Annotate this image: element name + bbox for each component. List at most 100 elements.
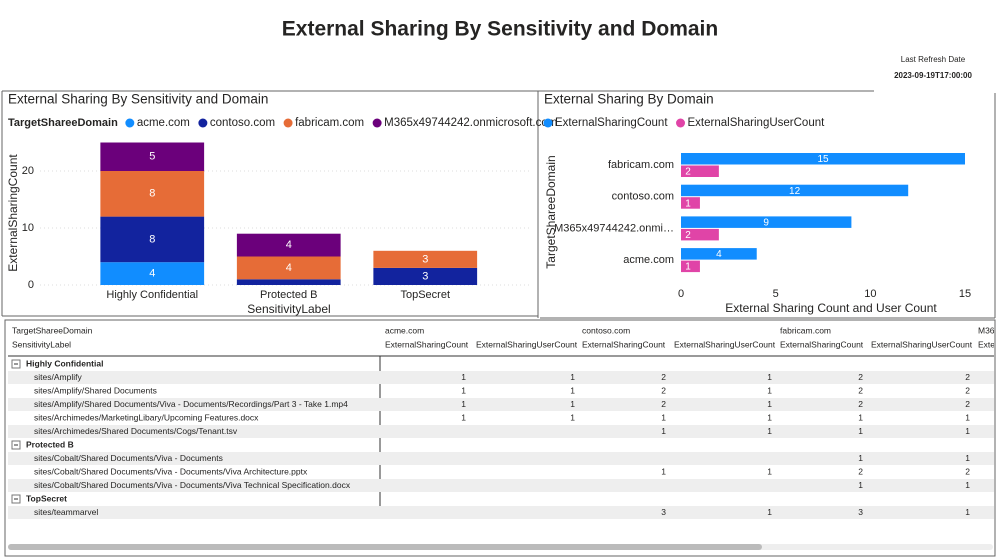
cell-value: 2 bbox=[965, 385, 970, 395]
y-tick-label: contoso.com bbox=[612, 191, 674, 203]
bar-segment bbox=[100, 262, 205, 285]
cell-value: 1 bbox=[461, 372, 466, 382]
measure-header: ExternalSharingCount bbox=[385, 339, 469, 349]
legend-label: ExternalSharingCount bbox=[555, 117, 668, 129]
cell-value: 2 bbox=[858, 385, 863, 395]
cell-value: 1 bbox=[965, 507, 970, 517]
row-header-label: SensitivityLabel bbox=[12, 339, 71, 349]
row-label: sites/Cobalt/Shared Documents/Viva - Doc… bbox=[34, 453, 223, 463]
y-tick-label: 0 bbox=[28, 279, 34, 291]
cell-value: 1 bbox=[767, 372, 772, 382]
matrix: TargetShareeDomain SensitivityLabel acme.c… bbox=[8, 325, 994, 519]
table-border bbox=[4, 319, 996, 557]
row-label: sites/Archimedes/MarketingLibary/Upcomin… bbox=[34, 412, 259, 422]
data-label: 1 bbox=[685, 198, 691, 209]
row-label: sites/teammarvel bbox=[34, 507, 98, 517]
legend-swatch bbox=[372, 118, 382, 128]
measure-header: ExternalSharingUserCount bbox=[476, 339, 578, 349]
cell-value: 1 bbox=[570, 412, 575, 422]
cell-value: 2 bbox=[858, 372, 863, 382]
x-tick-label: 10 bbox=[864, 288, 876, 300]
cell-value: 1 bbox=[965, 480, 970, 490]
refresh-label: Last Refresh Date bbox=[901, 55, 966, 64]
data-label: 8 bbox=[149, 233, 155, 245]
cell-value: 2 bbox=[661, 385, 666, 395]
x-tick-label: 15 bbox=[959, 288, 971, 300]
row-label: sites/Amplify bbox=[34, 372, 82, 382]
bar bbox=[681, 248, 757, 260]
bar-segment bbox=[236, 279, 341, 285]
domain-header: fabricam.com bbox=[780, 325, 831, 335]
cell-value: 1 bbox=[661, 412, 666, 422]
row-label: sites/Cobalt/Shared Documents/Viva - Doc… bbox=[34, 466, 308, 476]
bar bbox=[681, 228, 719, 241]
cell-value: 2 bbox=[858, 466, 863, 476]
y-tick-label: acme.com bbox=[623, 254, 674, 266]
cell-value: 1 bbox=[461, 399, 466, 409]
data-label: 1 bbox=[685, 262, 691, 273]
bar bbox=[681, 184, 909, 197]
legend-swatch bbox=[543, 118, 553, 128]
cell-value: 1 bbox=[570, 399, 575, 409]
group-label: Protected B bbox=[26, 439, 74, 449]
bar-segment bbox=[373, 250, 478, 268]
bar-segment bbox=[236, 233, 341, 257]
legend-swatch bbox=[125, 118, 135, 128]
data-label: 4 bbox=[286, 239, 292, 251]
group-label: TopSecret bbox=[26, 493, 67, 503]
y-tick-label: 10 bbox=[22, 222, 34, 234]
cell-value: 2 bbox=[661, 399, 666, 409]
x-tick-label: 0 bbox=[678, 288, 684, 300]
data-label: 4 bbox=[149, 268, 155, 280]
y-axis-label: ExternalSharingCount bbox=[6, 154, 20, 272]
data-label: 8 bbox=[149, 188, 155, 200]
data-label: 3 bbox=[422, 270, 428, 282]
legend-swatch bbox=[283, 118, 293, 128]
bar-segment bbox=[100, 142, 205, 171]
row-stripe bbox=[8, 506, 994, 519]
chart-title: External Sharing By Sensitivity and Doma… bbox=[8, 92, 268, 107]
y-tick-label: fabricam.com bbox=[608, 159, 674, 171]
legend-label: acme.com bbox=[137, 117, 190, 129]
legend-label: ExternalSharingUserCount bbox=[688, 117, 826, 129]
cell-value: 2 bbox=[965, 372, 970, 382]
measure-header: ExternalSharingCount bbox=[780, 339, 864, 349]
measure-header: ExternalSharingUserCount bbox=[674, 339, 776, 349]
data-label: 9 bbox=[763, 218, 769, 229]
group-label: Highly Confidential bbox=[26, 358, 103, 368]
data-label: 2 bbox=[685, 167, 691, 178]
cell-value: 1 bbox=[767, 466, 772, 476]
bar-segment bbox=[100, 216, 205, 263]
bar-segment bbox=[373, 267, 478, 285]
cell-value: 1 bbox=[965, 453, 970, 463]
row-label: sites/Amplify/Shared Documents bbox=[34, 385, 157, 395]
bar bbox=[681, 165, 719, 177]
scrollbar-thumb[interactable] bbox=[8, 544, 762, 550]
legend-swatch bbox=[198, 118, 208, 128]
x-tick-label: Protected B bbox=[260, 289, 317, 301]
data-label: 2 bbox=[685, 230, 691, 241]
y-tick-label: M365x49744242.onmi… bbox=[554, 222, 674, 234]
cell-value: 1 bbox=[965, 426, 970, 436]
measure-header: ExternalSharingUserCount bbox=[871, 339, 973, 349]
data-label: 4 bbox=[286, 262, 292, 274]
chart-title: External Sharing By Domain bbox=[544, 92, 714, 107]
cell-value: 1 bbox=[965, 412, 970, 422]
x-axis-label: SensitivityLabel bbox=[247, 302, 330, 316]
cell-value: 3 bbox=[661, 507, 666, 517]
cell-value: 1 bbox=[767, 399, 772, 409]
row-stripe bbox=[8, 452, 994, 465]
bar bbox=[681, 260, 700, 273]
legend-swatch bbox=[676, 118, 686, 128]
row-label: sites/Cobalt/Shared Documents/Viva - Doc… bbox=[34, 480, 351, 490]
bar bbox=[681, 197, 700, 209]
cell-value: 1 bbox=[858, 453, 863, 463]
cell-value: 2 bbox=[858, 399, 863, 409]
data-label: 5 bbox=[149, 151, 155, 163]
panel-border bbox=[1, 90, 996, 319]
cell-value: 1 bbox=[858, 426, 863, 436]
legend-title: TargetShareeDomain bbox=[8, 117, 118, 129]
x-tick-label: 5 bbox=[773, 288, 779, 300]
